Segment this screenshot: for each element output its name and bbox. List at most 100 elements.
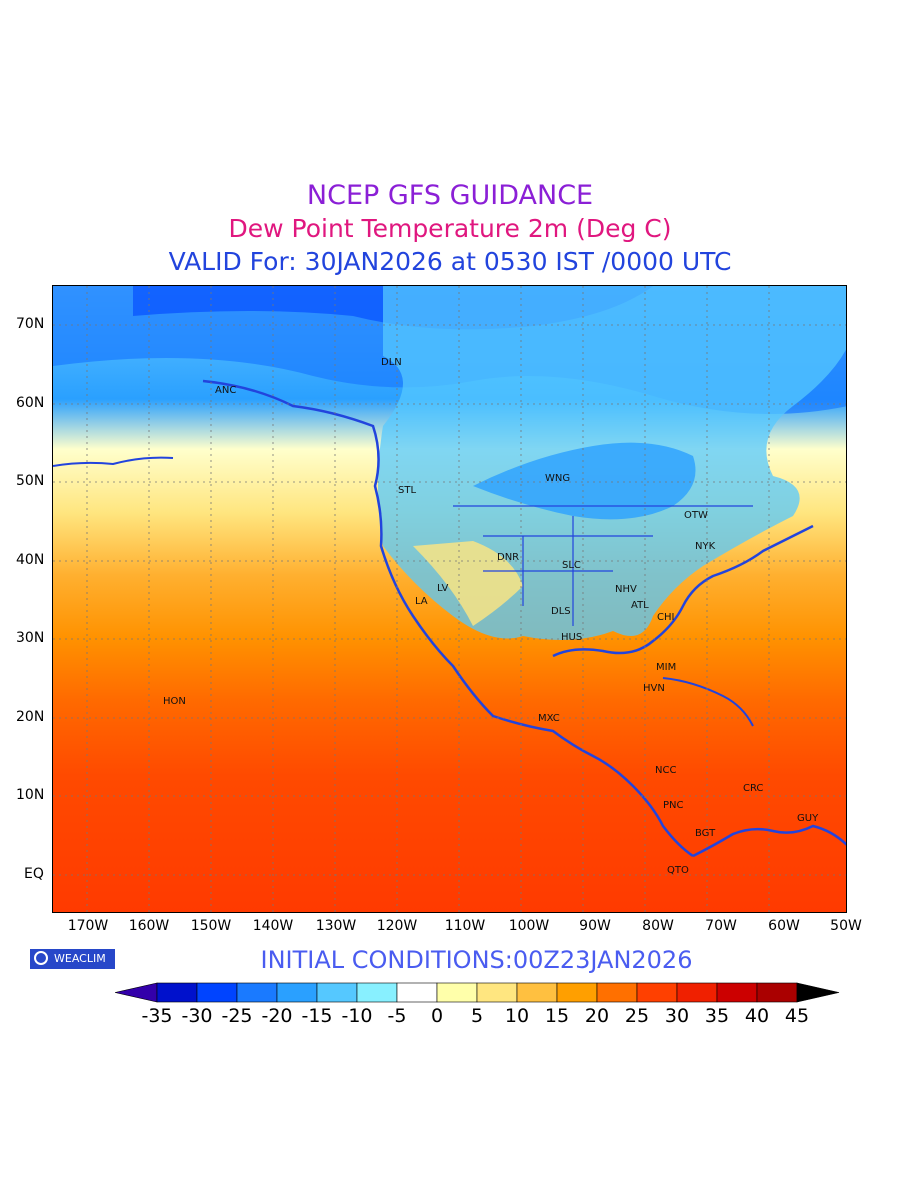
- station-nyk: NYK: [695, 541, 716, 552]
- lon-label-50w: 50W: [830, 918, 862, 934]
- colorbar-min-arrow: [115, 982, 158, 1003]
- colorbar-tick-label: -10: [341, 1005, 373, 1027]
- lat-label-50n: 50N: [16, 473, 45, 489]
- lon-label-90w: 90W: [579, 918, 611, 934]
- station-pnc: PNC: [663, 800, 684, 811]
- weaclim-logo-icon: [34, 951, 48, 965]
- station-lv: LV: [437, 583, 448, 594]
- station-dnr: DNR: [497, 552, 519, 563]
- colorbar-segment: [556, 982, 598, 1003]
- lon-label-130w: 130W: [315, 918, 357, 934]
- colorbar-segment: [636, 982, 678, 1003]
- lat-label-20n: 20N: [16, 709, 45, 725]
- station-chi: CHI: [657, 612, 674, 623]
- colorbar-segment: [756, 982, 798, 1003]
- station-dln: DLN: [381, 357, 402, 368]
- station-otw: OTW: [684, 510, 708, 521]
- colorbar-tick-label: 10: [504, 1005, 530, 1027]
- caribbean-islands: [662, 677, 754, 727]
- station-qto: QTO: [667, 865, 689, 876]
- station-anc: ANC: [215, 385, 236, 396]
- colorbar-tick-label: -35: [141, 1005, 173, 1027]
- station-stl: STL: [398, 485, 416, 496]
- station-atl: ATL: [631, 600, 649, 611]
- southwest-dry-area: [413, 541, 523, 626]
- station-la: LA: [415, 596, 428, 607]
- station-slc: SLC: [562, 560, 581, 571]
- station-guy: GUY: [797, 813, 819, 824]
- colorbar-tick-label: 15: [544, 1005, 570, 1027]
- colorbar-tick-label: -30: [181, 1005, 213, 1027]
- interior-cold-core: [473, 442, 696, 520]
- graticule: [53, 286, 846, 912]
- lon-label-120w: 120W: [376, 918, 418, 934]
- colorbar-segment: [156, 982, 198, 1003]
- colorbar-segment: [476, 982, 518, 1003]
- station-crc: CRC: [743, 783, 763, 794]
- pacific-coastline: [202, 379, 694, 858]
- dewpoint-map: ANC DLN STL OTW NYK SLC LA LV DNR NHV ATL DLS CHI HUS…: [52, 285, 847, 913]
- station-dls: DLS: [551, 606, 571, 617]
- lat-label-40n: 40N: [16, 552, 45, 568]
- lon-label-150w: 150W: [190, 918, 232, 934]
- lat-label-30n: 30N: [16, 630, 45, 646]
- colorbar-segment: [716, 982, 758, 1003]
- colorbar-tick-label: 45: [784, 1005, 810, 1027]
- colorbar-segment: [196, 982, 238, 1003]
- station-mxc: MXC: [538, 713, 560, 724]
- colorbar-segment: [316, 982, 358, 1003]
- colorbar-tick-label: -20: [261, 1005, 293, 1027]
- lon-label-170w: 170W: [67, 918, 109, 934]
- colorbar-segment: [676, 982, 718, 1003]
- lon-label-110w: 110W: [444, 918, 486, 934]
- colorbar-tick-label: -25: [221, 1005, 253, 1027]
- colorbar-tick-label: 25: [624, 1005, 650, 1027]
- station-labels: ANC DLN STL OTW NYK SLC LA LV DNR NHV ATL DLS CHI HUS…: [163, 357, 819, 876]
- lat-label-eq: EQ: [24, 866, 44, 882]
- station-hvn: HVN: [643, 683, 665, 694]
- lat-label-10n: 10N: [16, 787, 45, 803]
- lon-label-160w: 160W: [128, 918, 170, 934]
- valid-time: VALID For: 30JAN2026 at 0530 IST /0000 U…: [168, 247, 732, 276]
- colorbar-segment: [596, 982, 638, 1003]
- color-scale-bar: [115, 982, 840, 1003]
- lon-label-70w: 70W: [705, 918, 737, 934]
- station-hon: HON: [163, 696, 186, 707]
- colorbar-segment: [396, 982, 438, 1003]
- colorbar-tick-label: -5: [387, 1005, 407, 1027]
- lon-label-140w: 140W: [252, 918, 294, 934]
- lon-label-60w: 60W: [768, 918, 800, 934]
- chart-title: NCEP GFS GUIDANCE: [306, 180, 594, 211]
- lat-label-60n: 60N: [16, 395, 45, 411]
- south-america-coastline: [692, 824, 846, 858]
- station-bgt: BGT: [695, 828, 716, 839]
- map-canvas: ANC DLN STL OTW NYK SLC LA LV DNR NHV ATL DLS CHI HUS…: [53, 286, 846, 912]
- station-hus: HUS: [561, 632, 582, 643]
- colorbar-segment: [356, 982, 398, 1003]
- colorbar-tick-label: 35: [704, 1005, 730, 1027]
- colorbar-tick-label: 20: [584, 1005, 610, 1027]
- state-borders: [453, 505, 753, 626]
- colorbar-tick-label: -15: [301, 1005, 333, 1027]
- lat-label-70n: 70N: [16, 316, 45, 332]
- colorbar-tick-label: 40: [744, 1005, 770, 1027]
- weaclim-logo: WEACLIM: [30, 949, 115, 969]
- gulf-atlantic-coastline: [552, 524, 814, 658]
- colorbar-segment: [236, 982, 278, 1003]
- station-wng: WNG: [545, 473, 570, 484]
- colorbar-segment: [516, 982, 558, 1003]
- lon-label-100w: 100W: [508, 918, 550, 934]
- station-ncc: NCC: [655, 765, 676, 776]
- colorbar-segment: [276, 982, 318, 1003]
- aleutian-islands: [53, 456, 174, 467]
- lon-label-80w: 80W: [642, 918, 674, 934]
- station-nhv: NHV: [615, 584, 637, 595]
- colorbar-segment: [436, 982, 478, 1003]
- colorbar-tick-label: 0: [430, 1005, 444, 1027]
- colorbar-max-arrow: [796, 982, 840, 1003]
- station-mim: MIM: [656, 662, 676, 673]
- weaclim-logo-text: WEACLIM: [54, 952, 106, 965]
- colorbar-tick-label: 30: [664, 1005, 690, 1027]
- colorbar-tick-label: 5: [470, 1005, 484, 1027]
- initial-conditions: INITIAL CONDITIONS:00Z23JAN2026: [260, 946, 693, 974]
